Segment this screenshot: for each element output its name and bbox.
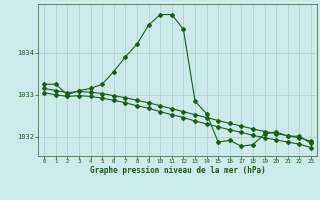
X-axis label: Graphe pression niveau de la mer (hPa): Graphe pression niveau de la mer (hPa)	[90, 166, 266, 175]
